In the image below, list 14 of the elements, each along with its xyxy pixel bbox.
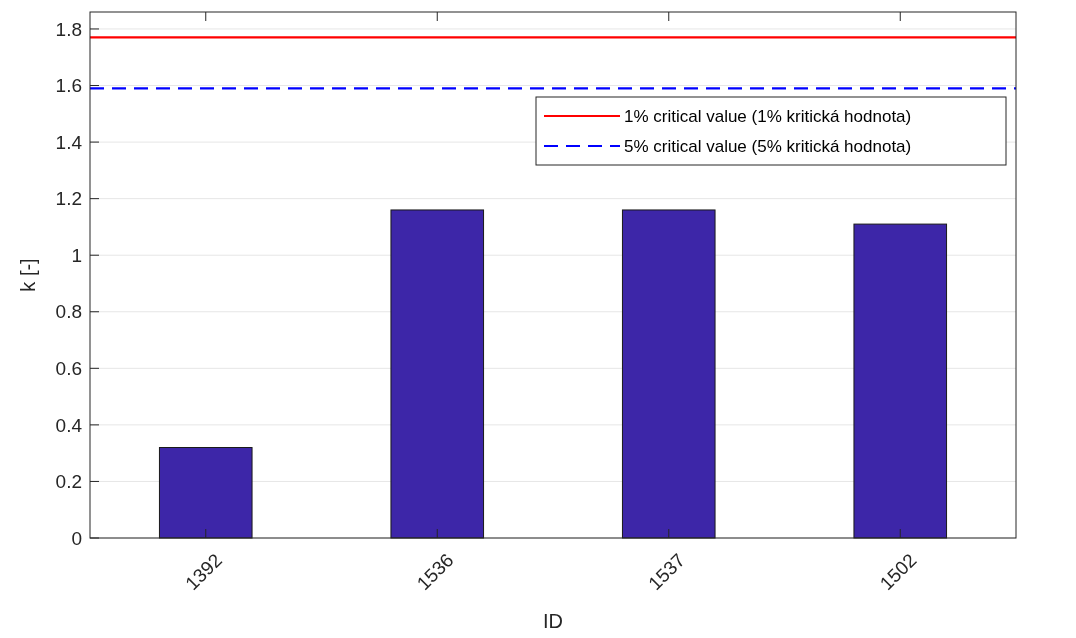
y-tick-label: 0.2 [55, 471, 82, 493]
y-tick-label: 1.6 [55, 75, 82, 97]
y-tick-label: 0.4 [55, 414, 83, 436]
y-tick-label: 1.2 [55, 188, 82, 210]
y-tick-label: 0.8 [55, 301, 82, 323]
y-tick-label: 1 [71, 244, 82, 266]
y-axis-title: k [-] [17, 258, 39, 292]
y-tick-label: 0.6 [55, 357, 82, 379]
y-tick-label: 1.4 [55, 131, 83, 153]
y-tick-label: 1.8 [55, 18, 82, 40]
y-tick-label: 0 [71, 527, 82, 549]
legend-label: 1% critical value (1% kritická hodnota) [624, 106, 912, 126]
x-axis-title: ID [543, 610, 563, 632]
legend-label: 5% critical value (5% kritická hodnota) [624, 136, 912, 156]
